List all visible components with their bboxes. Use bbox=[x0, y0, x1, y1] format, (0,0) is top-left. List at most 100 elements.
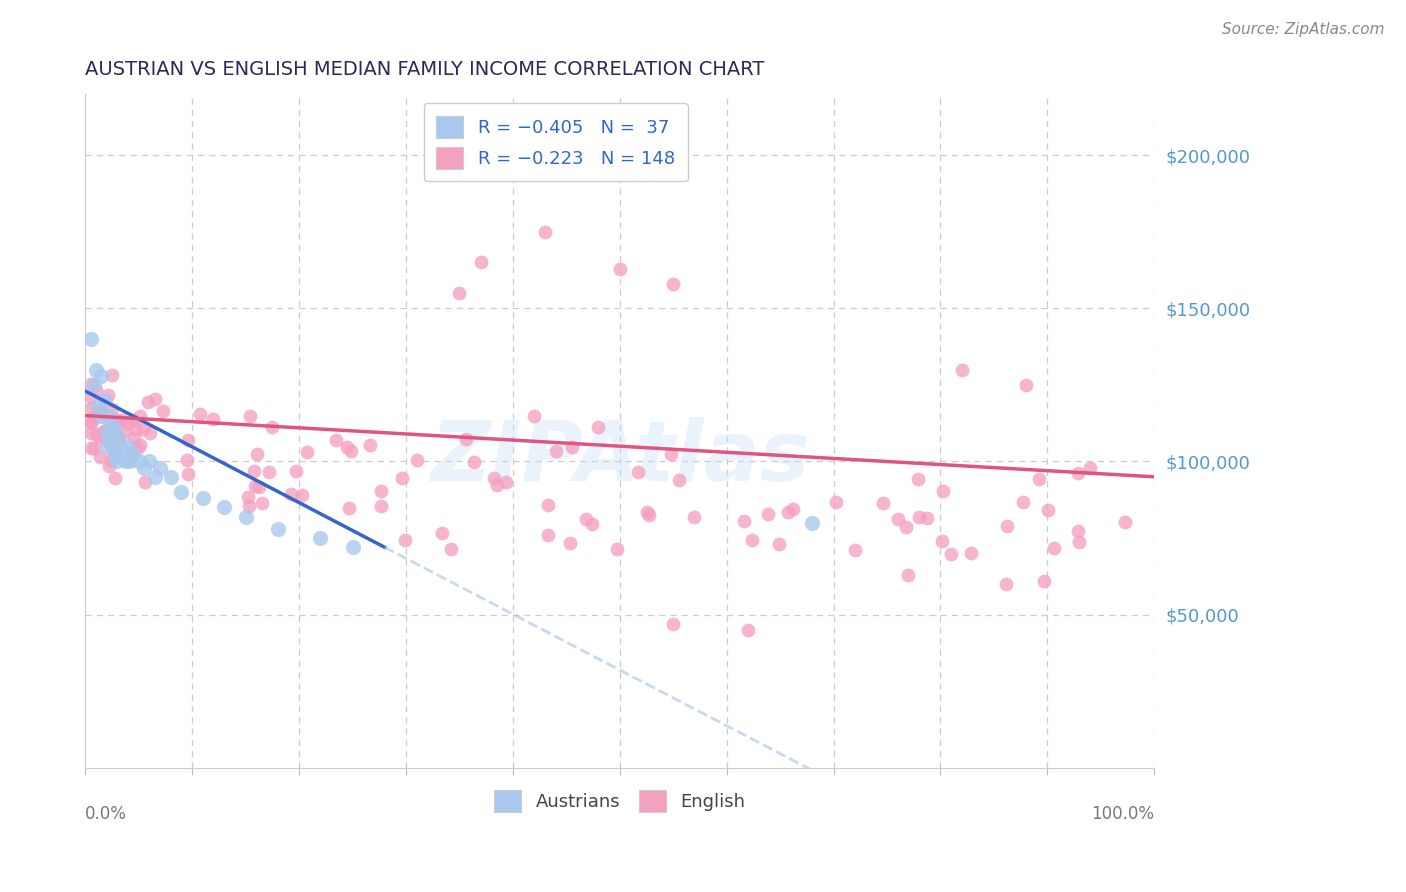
Point bbox=[406, 452, 429, 467]
Point bbox=[931, 534, 953, 549]
Point bbox=[94, 427, 117, 442]
Point bbox=[309, 531, 332, 545]
Point bbox=[87, 400, 110, 414]
Point bbox=[238, 491, 260, 505]
Point bbox=[325, 433, 347, 447]
Point bbox=[1028, 472, 1050, 486]
Point bbox=[915, 511, 938, 525]
Point bbox=[290, 488, 312, 502]
Point bbox=[96, 424, 118, 438]
Point bbox=[83, 441, 105, 455]
Point bbox=[683, 510, 706, 524]
Point bbox=[741, 533, 763, 547]
Point bbox=[79, 376, 101, 391]
Point bbox=[100, 424, 122, 438]
Point bbox=[105, 454, 128, 468]
Point bbox=[117, 439, 139, 453]
Point bbox=[636, 505, 658, 519]
Point bbox=[104, 424, 127, 438]
Point bbox=[87, 404, 110, 418]
Point bbox=[93, 424, 115, 438]
Point bbox=[824, 495, 846, 509]
Point bbox=[139, 426, 162, 441]
Point bbox=[79, 415, 101, 429]
Point bbox=[259, 465, 281, 479]
Point bbox=[143, 470, 166, 484]
Point bbox=[668, 473, 690, 487]
Point bbox=[105, 430, 128, 444]
Point bbox=[128, 409, 150, 423]
Point bbox=[246, 447, 269, 461]
Point bbox=[484, 471, 506, 485]
Point bbox=[950, 362, 973, 376]
Point bbox=[1078, 460, 1101, 475]
Point bbox=[1067, 467, 1090, 481]
Point bbox=[79, 441, 101, 455]
Point bbox=[238, 499, 260, 513]
Point bbox=[80, 401, 103, 416]
Point bbox=[243, 464, 266, 478]
Point bbox=[262, 420, 284, 434]
Point bbox=[252, 495, 274, 509]
Point bbox=[1067, 535, 1090, 549]
Point bbox=[97, 431, 120, 445]
Point bbox=[170, 485, 193, 500]
Point bbox=[97, 413, 120, 427]
Point bbox=[212, 500, 235, 515]
Point bbox=[117, 416, 139, 430]
Point bbox=[495, 475, 517, 489]
Point bbox=[342, 540, 364, 554]
Point bbox=[359, 438, 381, 452]
Point bbox=[941, 547, 963, 561]
Point bbox=[202, 412, 225, 426]
Text: ZIPAtlas: ZIPAtlas bbox=[430, 417, 810, 499]
Point bbox=[83, 378, 105, 392]
Point bbox=[609, 261, 631, 276]
Point bbox=[90, 409, 112, 423]
Point bbox=[1114, 515, 1136, 529]
Point bbox=[995, 577, 1018, 591]
Point bbox=[581, 516, 603, 531]
Point bbox=[103, 447, 125, 461]
Point bbox=[121, 412, 143, 426]
Point bbox=[247, 480, 270, 494]
Point bbox=[872, 496, 894, 510]
Point bbox=[138, 454, 160, 468]
Point bbox=[79, 332, 101, 346]
Point bbox=[191, 491, 214, 506]
Point bbox=[86, 384, 108, 398]
Point bbox=[537, 499, 560, 513]
Point bbox=[243, 479, 266, 493]
Point bbox=[89, 450, 111, 465]
Point bbox=[1043, 541, 1066, 555]
Point bbox=[280, 486, 302, 500]
Point bbox=[537, 528, 560, 542]
Point bbox=[370, 499, 392, 513]
Text: Source: ZipAtlas.com: Source: ZipAtlas.com bbox=[1222, 22, 1385, 37]
Point bbox=[733, 514, 755, 528]
Point bbox=[94, 432, 117, 446]
Point bbox=[101, 439, 124, 453]
Text: 100.0%: 100.0% bbox=[1091, 805, 1154, 822]
Point bbox=[558, 536, 581, 550]
Point bbox=[1015, 378, 1038, 392]
Point bbox=[340, 443, 363, 458]
Point bbox=[391, 471, 413, 485]
Point bbox=[97, 409, 120, 423]
Point bbox=[115, 454, 138, 468]
Point bbox=[456, 432, 478, 446]
Text: 0.0%: 0.0% bbox=[86, 805, 127, 822]
Point bbox=[98, 426, 121, 441]
Point bbox=[756, 507, 779, 521]
Point bbox=[104, 426, 127, 441]
Point bbox=[107, 413, 129, 427]
Point bbox=[152, 404, 174, 418]
Point bbox=[737, 623, 759, 637]
Point bbox=[105, 430, 128, 444]
Point bbox=[122, 449, 145, 463]
Point bbox=[662, 616, 685, 631]
Point bbox=[104, 471, 127, 485]
Point bbox=[1038, 503, 1060, 517]
Point bbox=[627, 465, 650, 479]
Point bbox=[100, 368, 122, 383]
